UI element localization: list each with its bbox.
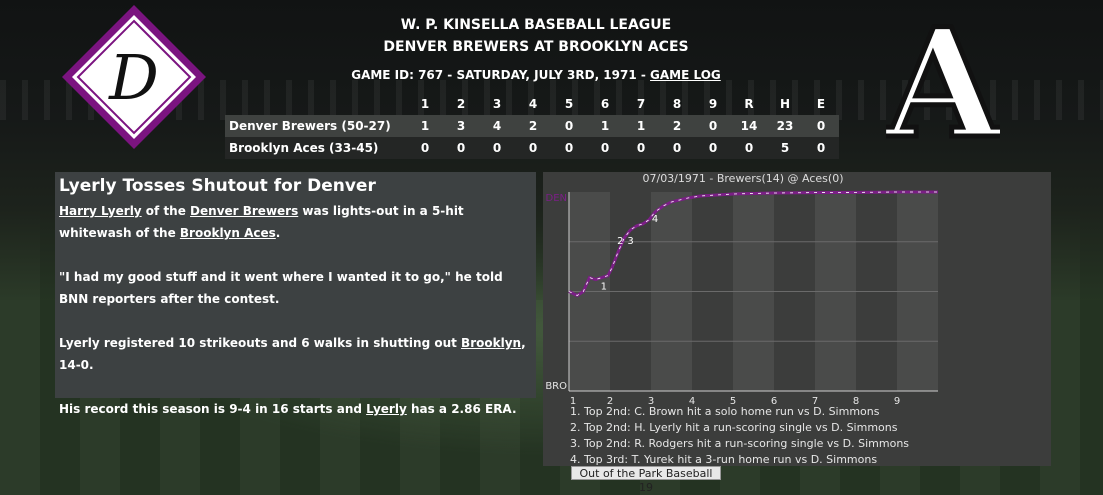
y-bottom-label: BRO xyxy=(545,381,567,392)
text: His record this season is 9-4 in 16 star… xyxy=(59,402,367,416)
score-cell: 0 xyxy=(551,137,587,159)
inning-header: 9 xyxy=(708,97,718,111)
inning-header: 5 xyxy=(564,97,574,111)
inning-header: 8 xyxy=(672,97,682,111)
text: has a 2.86 ERA. xyxy=(406,402,517,416)
brooklyn-aces-logo[interactable]: A xyxy=(886,8,1000,148)
score-cell: 0 xyxy=(551,115,587,137)
inning-header: 2 xyxy=(456,97,466,111)
article-quote: "I had my good stuff and it went where I… xyxy=(59,270,503,306)
text: . xyxy=(275,226,281,240)
score-cell: 1 xyxy=(407,115,443,137)
score-cell: 2 xyxy=(515,115,551,137)
text: , 14-0. xyxy=(59,336,526,372)
score-cell: 3 xyxy=(443,115,479,137)
logo-a-letter: A xyxy=(886,8,1000,148)
x-tick-label: 9 xyxy=(894,396,900,407)
scoring-event-item: 1. Top 2nd: C. Brown hit a solo home run… xyxy=(570,405,880,418)
article-paragraph: His record this season is 9-4 in 16 star… xyxy=(59,398,532,420)
score-cell: 0 xyxy=(695,137,731,159)
x-tick-label: 2 xyxy=(607,396,613,407)
team-link[interactable]: Denver Brewers xyxy=(190,204,299,218)
matchup-title: DENVER BREWERS AT BROOKLYN ACES xyxy=(383,39,689,55)
league-name: W. P. KINSELLA BASEBALL LEAGUE xyxy=(400,17,672,33)
team-link[interactable]: Brooklyn Aces xyxy=(179,226,276,240)
game-log-link[interactable]: GAME LOG xyxy=(650,68,721,82)
game-header: W. P. KINSELLA BASEBALL LEAGUE DENVER BR… xyxy=(300,14,772,88)
logo-d-letter: D xyxy=(108,41,159,114)
table-row: Denver Brewers (50-27) 1 3 4 2 0 1 1 2 0 14 23 0 xyxy=(225,115,839,137)
score-cell: 0 xyxy=(443,137,479,159)
score-cell: 0 xyxy=(803,137,839,159)
inning-header: 1 xyxy=(420,97,430,111)
score-cell: 0 xyxy=(515,137,551,159)
inning-header: 3 xyxy=(492,97,502,111)
score-cell: 0 xyxy=(731,137,767,159)
article-paragraph: Harry Lyerly of the Denver Brewers was l… xyxy=(59,200,532,244)
footer-tab[interactable]: Out of the Park Baseball 19 xyxy=(571,466,721,494)
x-tick-label: 1 xyxy=(570,396,576,407)
x-tick-label: 4 xyxy=(689,396,695,407)
player-link[interactable]: Lyerly xyxy=(366,402,407,416)
scoring-event-item: 4. Top 3rd: T. Yurek hit a 3-run home ru… xyxy=(570,453,878,466)
scoring-events-list: 1. Top 2nd: C. Brown hit a solo home run… xyxy=(570,404,909,468)
score-cell: 0 xyxy=(695,115,731,137)
score-cell: 0 xyxy=(587,137,623,159)
text: was lights-out in a 5-hit whitewash of t… xyxy=(59,204,464,240)
scoring-event-item: 3. Top 2nd: R. Rodgers hit a run-scoring… xyxy=(570,437,910,450)
inning-header: E xyxy=(816,97,826,111)
event-annotation: 1 xyxy=(601,282,607,293)
inning-header: 7 xyxy=(636,97,646,111)
score-cell: 23 xyxy=(767,115,803,137)
score-cell: 0 xyxy=(659,137,695,159)
score-cell: 4 xyxy=(479,115,515,137)
event-annotation: 4 xyxy=(652,214,658,225)
game-info-text: GAME ID: 767 - SATURDAY, JULY 3RD, 1971 … xyxy=(351,68,651,82)
event-annotation: 2 xyxy=(617,236,623,247)
score-cell: 2 xyxy=(659,115,695,137)
text: Lyerly registered 10 strikeouts and 6 wa… xyxy=(59,336,462,350)
inning-header: H xyxy=(779,97,791,111)
event-annotation: 3 xyxy=(627,236,633,247)
inning-header: 6 xyxy=(600,97,610,111)
score-cell: 14 xyxy=(731,115,767,137)
inning-header: 4 xyxy=(528,97,538,111)
text: of the xyxy=(141,204,191,218)
x-tick-label: 7 xyxy=(812,396,818,407)
line-score-header: 1 2 3 4 5 6 7 8 9 R H E xyxy=(225,93,839,115)
score-cell: 0 xyxy=(803,115,839,137)
score-cell: 0 xyxy=(623,137,659,159)
denver-brewers-logo[interactable]: D xyxy=(60,3,208,151)
team-name[interactable]: Brooklyn Aces (33-45) xyxy=(225,137,407,159)
x-tick-label: 6 xyxy=(771,396,777,407)
chart-title: 07/03/1971 - Brewers(14) @ Aces(0) xyxy=(642,172,844,185)
score-cell: 1 xyxy=(623,115,659,137)
win-probability-highlight xyxy=(568,191,938,296)
game-info: GAME ID: 767 - SATURDAY, JULY 3RD, 1971 … xyxy=(300,62,772,88)
scoring-event-item: 2. Top 2nd: H. Lyerly hit a run-scoring … xyxy=(570,421,898,434)
x-tick-label: 3 xyxy=(648,396,654,407)
score-cell: 0 xyxy=(407,137,443,159)
team-column-header xyxy=(225,93,407,115)
y-top-label: DEN xyxy=(546,193,568,204)
article-paragraph: Lyerly registered 10 strikeouts and 6 wa… xyxy=(59,332,532,376)
score-cell: 0 xyxy=(479,137,515,159)
game-recap-article: Lyerly Tosses Shutout for Denver Harry L… xyxy=(55,172,536,416)
x-tick-label: 5 xyxy=(730,396,736,407)
team-name[interactable]: Denver Brewers (50-27) xyxy=(225,115,407,137)
score-cell: 1 xyxy=(587,115,623,137)
article-headline: Lyerly Tosses Shutout for Denver xyxy=(59,176,376,196)
x-tick-label: 8 xyxy=(853,396,859,407)
player-link[interactable]: Harry Lyerly xyxy=(59,204,142,218)
team-link[interactable]: Brooklyn xyxy=(461,336,522,350)
inning-header: R xyxy=(744,97,754,111)
score-cell: 5 xyxy=(767,137,803,159)
